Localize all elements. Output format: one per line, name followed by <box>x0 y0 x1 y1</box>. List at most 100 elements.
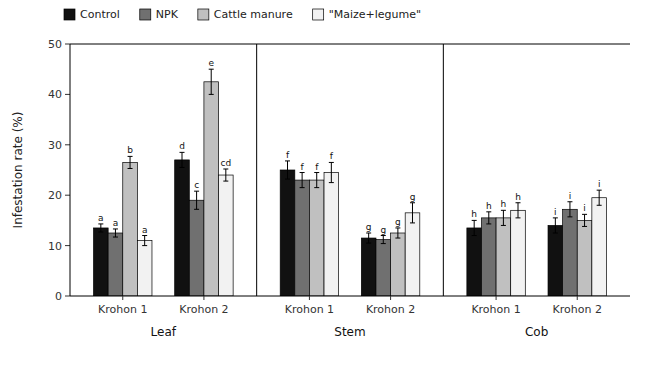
legend-item: Cattle manure <box>198 8 293 21</box>
letter-label: h <box>471 209 477 219</box>
bar <box>94 228 109 296</box>
y-tick-label: 50 <box>48 38 62 51</box>
legend-swatch <box>313 9 324 20</box>
letter-label: h <box>501 199 507 209</box>
error-bar <box>142 236 147 246</box>
error-bar <box>410 203 415 223</box>
letter-label: i <box>583 203 586 213</box>
error-bar <box>553 218 558 233</box>
letter-label: f <box>286 150 290 160</box>
bar <box>592 198 607 296</box>
letter-label: g <box>395 217 401 227</box>
y-tick-label: 0 <box>55 290 62 303</box>
bar <box>204 82 219 296</box>
error-bar <box>567 202 572 217</box>
error-bar <box>516 203 521 218</box>
legend-label: NPK <box>156 8 179 21</box>
error-bar <box>501 210 506 225</box>
letter-label: g <box>380 225 386 235</box>
legend-label: "Maize+legume" <box>329 8 421 21</box>
letter-label: a <box>113 218 119 228</box>
x-tick-label: Krohon 2 <box>553 303 602 316</box>
y-tick-label: 10 <box>48 240 62 253</box>
error-bar <box>472 220 477 235</box>
legend-label: Control <box>80 8 120 21</box>
x-tick-label: Krohon 2 <box>366 303 415 316</box>
y-tick-label: 20 <box>48 189 62 202</box>
bar <box>280 170 295 296</box>
x-tick <box>122 296 123 300</box>
chart: 01020304050Infestation rate (%)adfghiacf… <box>0 0 648 378</box>
y-tick <box>65 245 70 246</box>
letter-label: h <box>486 201 492 211</box>
letter-label: c <box>194 180 199 190</box>
error-bar <box>223 169 228 181</box>
x-tick <box>577 296 578 300</box>
x-axis: Krohon 1Krohon 2Krohon 1Krohon 2Krohon 1… <box>98 296 602 316</box>
letter-label: f <box>330 151 334 161</box>
error-bar <box>285 161 290 179</box>
bar <box>219 175 234 296</box>
bar <box>481 218 496 296</box>
letter-label: e <box>208 58 214 68</box>
frame <box>70 44 630 296</box>
legend-item: NPK <box>140 8 179 21</box>
section-divider <box>443 44 444 296</box>
error-bar <box>113 229 118 237</box>
letter-label: g <box>410 192 416 202</box>
y-tick <box>65 44 70 45</box>
letter-labels: adfghiacfghibefghiacdfghi <box>98 58 600 234</box>
section-label: Cob <box>525 325 548 339</box>
x-axis-line <box>70 296 630 297</box>
legend-swatch <box>140 9 151 20</box>
x-tick-label: Krohon 2 <box>179 303 228 316</box>
letter-label: cd <box>220 158 231 168</box>
error-bars <box>98 69 601 245</box>
letter-label: g <box>366 222 372 232</box>
y-tick <box>65 94 70 95</box>
y-tick <box>65 296 70 297</box>
top-line <box>70 44 630 45</box>
legend-item: "Maize+legume" <box>313 8 421 21</box>
error-bar <box>180 152 185 167</box>
bar <box>376 240 391 296</box>
legend-swatch <box>64 9 75 20</box>
error-bar <box>314 173 319 188</box>
letter-label: i <box>598 179 601 189</box>
error-bar <box>128 156 133 168</box>
letter-label: h <box>515 192 521 202</box>
x-tick <box>390 296 391 300</box>
bar <box>511 210 526 296</box>
letter-label: f <box>301 162 305 172</box>
error-bar <box>486 212 491 224</box>
letter-label: i <box>569 191 572 201</box>
y-axis: 01020304050 <box>48 38 70 303</box>
bar <box>175 160 190 296</box>
bar <box>295 180 310 296</box>
bar <box>137 241 152 296</box>
legend-label: Cattle manure <box>214 8 293 21</box>
legend-swatch <box>198 9 209 20</box>
bar <box>563 209 578 296</box>
bar <box>189 200 204 296</box>
bars <box>94 82 607 296</box>
x-tick <box>496 296 497 300</box>
x-tick <box>309 296 310 300</box>
error-bar <box>98 224 103 232</box>
letter-label: b <box>127 145 133 155</box>
bar <box>577 220 592 296</box>
bar <box>548 225 563 296</box>
bar <box>496 218 511 296</box>
y-axis-line <box>70 44 71 296</box>
section-divider <box>256 44 257 296</box>
error-bar <box>381 236 386 244</box>
x-tick <box>203 296 204 300</box>
legend: Control NPK Cattle manure "Maize+legume" <box>64 8 421 21</box>
x-tick-label: Krohon 1 <box>285 303 334 316</box>
letter-label: i <box>554 207 557 217</box>
section-label: Leaf <box>151 325 177 339</box>
y-tick <box>65 195 70 196</box>
bar <box>324 173 339 296</box>
y-tick-label: 40 <box>48 88 62 101</box>
bar <box>391 233 406 296</box>
